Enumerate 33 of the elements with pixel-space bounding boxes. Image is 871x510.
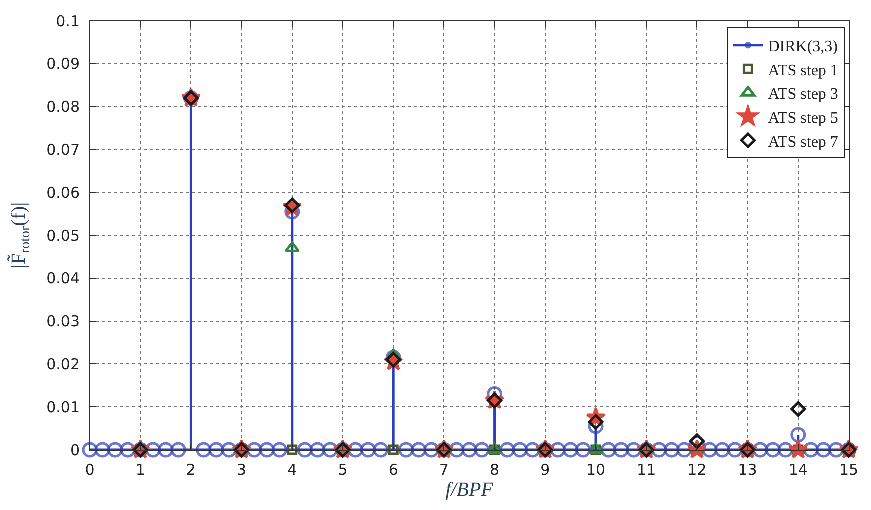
legend-label: ATS step 3 (768, 86, 838, 104)
x-tick-label: 12 (688, 461, 707, 479)
y-tick-label: 0.07 (46, 140, 80, 159)
x-tick-label: 4 (288, 461, 298, 479)
y-tick-label: 0.1 (56, 12, 80, 30)
x-tick-label: 0 (85, 461, 95, 479)
x-tick-label: 11 (637, 461, 656, 479)
y-tick-label: 0.02 (46, 355, 80, 374)
y-tick-label: 0.05 (46, 226, 80, 245)
y-tick-label: 0.03 (46, 312, 80, 331)
x-tick-label: 8 (490, 461, 500, 479)
x-tick-label: 7 (439, 461, 449, 479)
legend-label: ATS step 5 (768, 110, 838, 127)
x-tick-label: 2 (186, 461, 196, 479)
y-tick-label: 0.08 (46, 98, 80, 116)
x-tick-label: 10 (586, 461, 606, 479)
x-tick-label: 6 (388, 461, 398, 479)
legend-label: ATS step 1 (768, 62, 838, 80)
y-tick-label: 0.09 (46, 55, 80, 74)
x-tick-label: 9 (540, 461, 550, 479)
legend-label: ATS step 7 (768, 134, 838, 151)
y-tick-label: 0 (70, 441, 80, 460)
x-tick-label: 15 (839, 461, 859, 479)
x-tick-label: 5 (338, 461, 348, 479)
x-tick-label: 13 (738, 461, 758, 479)
x-tick-label: 14 (788, 461, 808, 479)
legend-label: DIRK(3,3) (768, 38, 838, 56)
x-tick-label: 1 (136, 461, 146, 479)
y-tick-label: 0.04 (46, 270, 80, 288)
y-tick-label: 0.01 (46, 398, 80, 416)
x-axis-title: f/BPF (446, 479, 494, 501)
y-tick-label: 0.06 (46, 184, 80, 202)
x-tick-label: 3 (237, 461, 247, 479)
